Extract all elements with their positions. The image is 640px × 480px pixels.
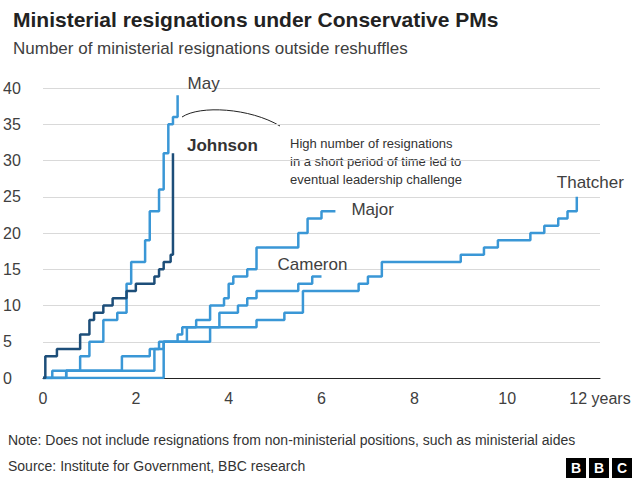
- svg-text:20: 20: [3, 225, 21, 242]
- svg-text:Note: Does not include resigna: Note: Does not include resignations from…: [8, 432, 575, 448]
- svg-text:40: 40: [3, 80, 21, 97]
- svg-text:Number of ministerial resignat: Number of ministerial resignations outsi…: [13, 39, 408, 58]
- svg-text:Thatcher: Thatcher: [557, 173, 624, 192]
- svg-text:2: 2: [131, 390, 140, 407]
- svg-text:B: B: [571, 460, 581, 476]
- svg-text:5: 5: [3, 333, 12, 350]
- svg-text:Source: Institute for Governme: Source: Institute for Government, BBC re…: [8, 458, 305, 474]
- svg-text:in a short period of time led: in a short period of time led to: [290, 153, 462, 169]
- svg-text:4: 4: [224, 390, 233, 407]
- svg-text:10: 10: [3, 297, 21, 314]
- svg-text:0: 0: [3, 370, 12, 387]
- svg-text:Ministerial resignations under: Ministerial resignations under Conservat…: [13, 8, 498, 31]
- svg-text:0: 0: [39, 390, 48, 407]
- svg-text:8: 8: [410, 390, 419, 407]
- svg-text:10: 10: [498, 390, 516, 407]
- svg-text:12 years: 12 years: [569, 390, 630, 407]
- svg-text:Cameron: Cameron: [278, 255, 348, 274]
- svg-text:eventual leadership challenge: eventual leadership challenge: [290, 172, 462, 187]
- svg-text:High number of resignations: High number of resignations: [290, 136, 453, 151]
- svg-text:15: 15: [3, 261, 21, 278]
- svg-text:C: C: [617, 460, 627, 476]
- svg-text:25: 25: [3, 188, 21, 205]
- svg-text:May: May: [188, 74, 221, 93]
- svg-text:B: B: [594, 460, 604, 476]
- svg-text:30: 30: [3, 152, 21, 169]
- svg-text:6: 6: [317, 390, 326, 407]
- svg-text:35: 35: [3, 116, 21, 133]
- svg-text:Major: Major: [351, 200, 394, 219]
- svg-text:Johnson: Johnson: [187, 136, 258, 155]
